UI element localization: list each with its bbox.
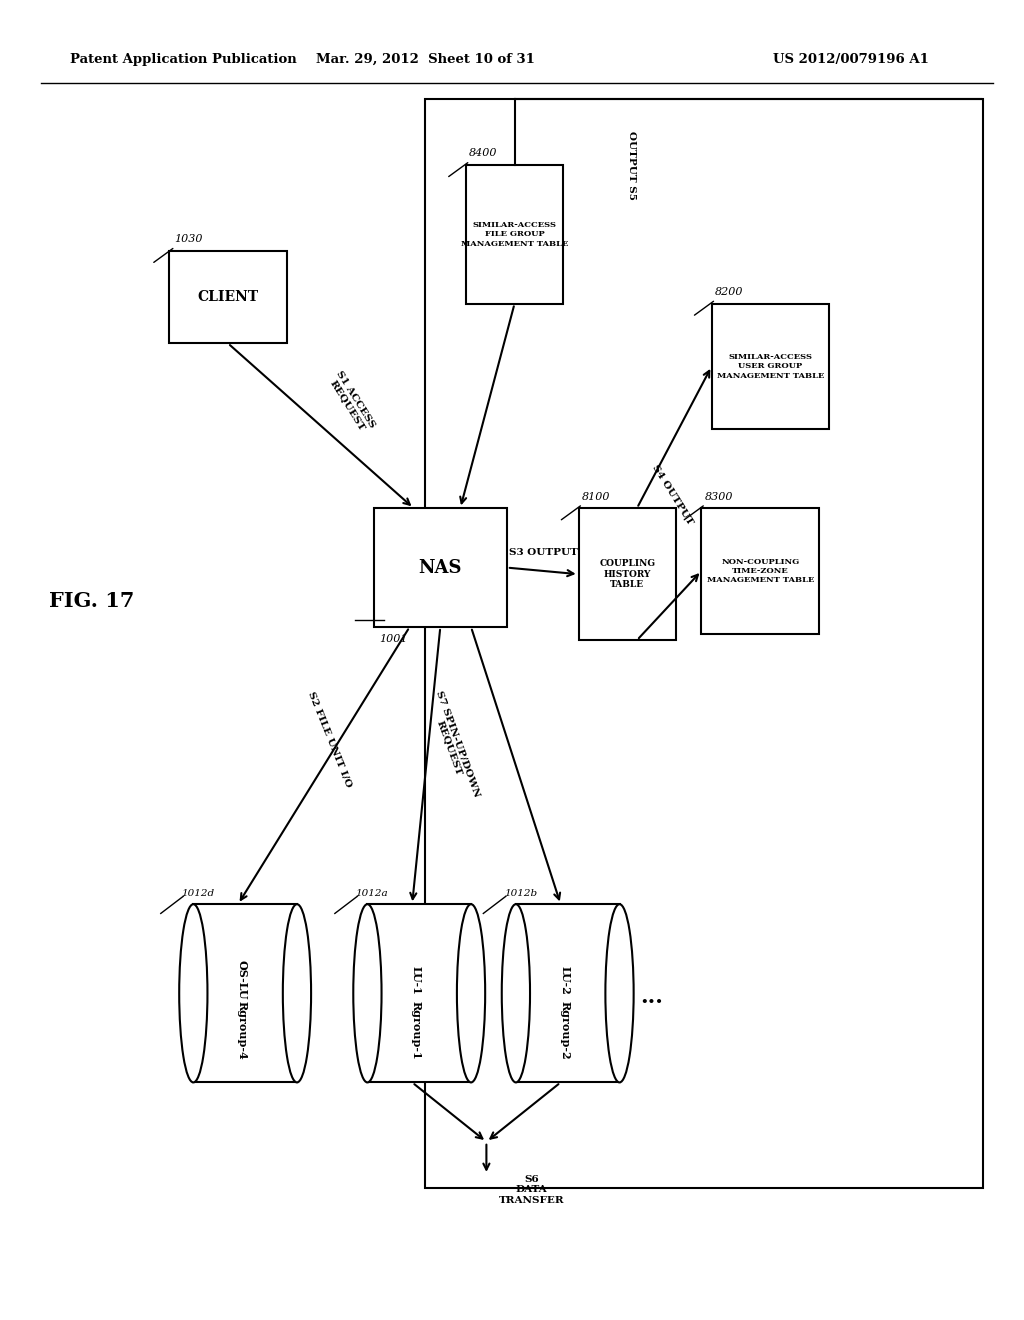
Text: SIMILAR-ACCESS
FILE GROUP
MANAGEMENT TABLE: SIMILAR-ACCESS FILE GROUP MANAGEMENT TAB…: [461, 220, 568, 248]
Text: 8300: 8300: [705, 491, 733, 502]
Ellipse shape: [605, 904, 634, 1082]
Text: NAS: NAS: [419, 558, 462, 577]
Bar: [701, 508, 819, 634]
Bar: [374, 508, 507, 627]
Text: 1012d: 1012d: [181, 888, 214, 898]
Bar: [579, 508, 676, 640]
Text: S7 SPIN-UP/DOWN
REQUEST: S7 SPIN-UP/DOWN REQUEST: [425, 689, 481, 803]
Bar: [425, 99, 983, 1188]
Text: COUPLING
HISTORY
TABLE: COUPLING HISTORY TABLE: [599, 560, 655, 589]
Text: NON-COUPLING
TIME-ZONE
MANAGEMENT TABLE: NON-COUPLING TIME-ZONE MANAGEMENT TABLE: [707, 557, 814, 583]
Text: Mar. 29, 2012  Sheet 10 of 31: Mar. 29, 2012 Sheet 10 of 31: [315, 53, 535, 66]
Text: SIMILAR-ACCESS
USER GROUP
MANAGEMENT TABLE: SIMILAR-ACCESS USER GROUP MANAGEMENT TAB…: [717, 352, 824, 380]
Text: Patent Application Publication: Patent Application Publication: [70, 53, 296, 66]
Text: Rgroup-4: Rgroup-4: [237, 1001, 248, 1060]
Text: LU-2: LU-2: [559, 966, 570, 994]
Text: 8100: 8100: [582, 491, 610, 502]
Ellipse shape: [353, 904, 382, 1082]
Text: S6
DATA
TRANSFER: S6 DATA TRANSFER: [499, 1175, 564, 1205]
Text: Rgroup-1: Rgroup-1: [411, 1001, 422, 1060]
Text: 1001: 1001: [379, 634, 408, 644]
Bar: [169, 251, 287, 343]
Bar: [368, 904, 471, 1082]
Ellipse shape: [283, 904, 311, 1082]
Text: OS-LU: OS-LU: [237, 961, 248, 999]
Text: S1 ACCESS
REQUEST: S1 ACCESS REQUEST: [326, 370, 377, 436]
Text: S3 OUTPUT: S3 OUTPUT: [509, 548, 578, 557]
Ellipse shape: [457, 904, 485, 1082]
Text: 1030: 1030: [174, 234, 203, 244]
Bar: [516, 904, 620, 1082]
Text: ...: ...: [640, 986, 663, 1007]
Text: S2 FILE UNIT I/O: S2 FILE UNIT I/O: [306, 690, 353, 788]
Text: FIG. 17: FIG. 17: [49, 590, 135, 611]
Text: Rgroup-2: Rgroup-2: [559, 1001, 570, 1060]
Bar: [194, 904, 297, 1082]
Text: US 2012/0079196 A1: US 2012/0079196 A1: [773, 53, 929, 66]
Text: 1012a: 1012a: [355, 888, 388, 898]
Text: CLIENT: CLIENT: [198, 290, 258, 304]
Text: LU-1: LU-1: [411, 966, 422, 994]
Text: 1012b: 1012b: [504, 888, 537, 898]
Bar: [712, 304, 829, 429]
Text: OUTPUT S5: OUTPUT S5: [627, 131, 636, 199]
Text: S4 OUTPUT: S4 OUTPUT: [650, 463, 694, 527]
Ellipse shape: [179, 904, 208, 1082]
Text: 8200: 8200: [715, 286, 743, 297]
Bar: [466, 165, 563, 304]
Ellipse shape: [502, 904, 530, 1082]
Text: 8400: 8400: [469, 148, 498, 158]
